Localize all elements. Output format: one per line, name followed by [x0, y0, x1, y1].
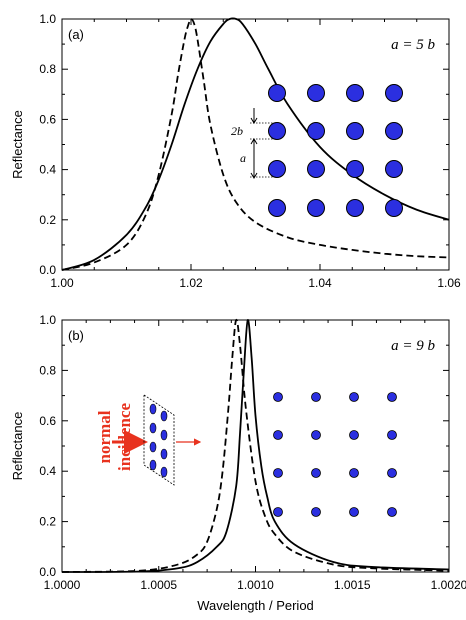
x-tick-label: 1.00 — [50, 276, 74, 290]
slab-rod — [149, 422, 157, 434]
lattice-dot — [273, 468, 283, 478]
panel-a-curves — [61, 17, 450, 271]
lattice-dot — [311, 507, 321, 517]
lattice-dot — [349, 430, 359, 440]
dashed-reflectance-curve — [61, 18, 450, 271]
slab-rod — [149, 459, 157, 471]
solid-reflectance-curve — [61, 17, 450, 271]
lattice-dot — [385, 160, 403, 178]
lattice-dot — [307, 160, 325, 178]
lattice-dot — [273, 507, 283, 517]
lattice-dot — [273, 392, 283, 402]
panel-a-y-axis-label: Reflectance — [10, 110, 25, 179]
lattice-dot — [346, 122, 364, 140]
x-tick-label: 1.0000 — [44, 578, 81, 592]
lattice-dot — [385, 84, 403, 102]
dimension-arrowhead — [250, 117, 258, 124]
lattice-dot — [307, 84, 325, 102]
y-tick-label: 1.0 — [39, 12, 56, 26]
lattice-dot — [268, 160, 286, 178]
panel-b-y-axis-label: Reflectance — [10, 412, 25, 481]
lattice-dot — [346, 199, 364, 217]
lattice-dot — [307, 122, 325, 140]
x-tick-label: 1.0015 — [334, 578, 371, 592]
incidence-label-line2: incidence — [115, 403, 134, 471]
lattice-dot — [387, 392, 397, 402]
incidence-label-line1: normal — [95, 410, 114, 463]
panel-a-lattice-inset: 2b a — [231, 84, 403, 217]
lattice-dot — [311, 430, 321, 440]
y-tick-label: 0.2 — [39, 213, 56, 227]
slab-rod — [160, 429, 168, 441]
panel-a-label: (a) — [68, 27, 84, 42]
slab-rod — [160, 410, 168, 422]
y-tick-label: 0.6 — [39, 112, 56, 126]
lattice-dot — [385, 199, 403, 217]
y-tick-label: 0.8 — [39, 62, 56, 76]
y-tick-label: 0.4 — [39, 464, 56, 478]
panel-a-frame — [61, 18, 450, 271]
x-tick-label: 1.04 — [308, 276, 332, 290]
panel-a-ticks: 1.00 1.02 1.04 1.06 0.0 0.2 0.4 0.6 0.8 1.0 — [39, 12, 461, 290]
normal-incidence-illustration: normal incidence — [95, 394, 202, 486]
slab-outline — [143, 394, 175, 486]
panel-b-ticks: 1.0000 1.0005 1.0010 1.0015 1.0020 0.0 0.2 0.4 0… — [39, 313, 466, 592]
spacing-label-a: a — [240, 151, 246, 165]
lattice-dot — [346, 84, 364, 102]
lattice-dot — [311, 392, 321, 402]
panel-a: 1.00 1.02 1.04 1.06 0.0 0.2 0.4 0.6 0.8 1.0 (a) a… — [10, 12, 461, 290]
panel-b-annotation: a = 9 b — [391, 338, 435, 354]
y-tick-label: 0.6 — [39, 414, 56, 428]
panel-b-x-axis-label: Wavelength / Period — [197, 598, 314, 613]
lattice-dot — [273, 430, 283, 440]
lattice-dot — [268, 84, 286, 102]
panel-b-curves — [61, 318, 450, 573]
spacing-label-2b: 2b — [231, 124, 243, 138]
lattice-dot — [307, 199, 325, 217]
y-tick-label: 1.0 — [39, 313, 56, 327]
solid-reflectance-curve — [61, 319, 450, 573]
y-tick-label: 0.4 — [39, 163, 56, 177]
y-tick-label: 0.8 — [39, 363, 56, 377]
lattice-dot — [349, 392, 359, 402]
lattice-dot — [311, 468, 321, 478]
panel-b: 1.0000 1.0005 1.0010 1.0015 1.0020 0.0 0.2 0.4 0… — [10, 313, 466, 613]
y-tick-label: 0.2 — [39, 515, 56, 529]
dimension-arrowhead — [250, 172, 258, 179]
slab-rod — [149, 403, 157, 415]
x-tick-label: 1.0005 — [140, 578, 177, 592]
slab-rod — [160, 466, 168, 478]
lattice-dot — [349, 468, 359, 478]
lattice-dot — [385, 122, 403, 140]
slab-rod — [149, 441, 157, 453]
lattice-dot — [349, 507, 359, 517]
x-tick-label: 1.06 — [437, 276, 461, 290]
y-tick-label: 0.0 — [39, 565, 56, 579]
x-tick-label: 1.02 — [179, 276, 203, 290]
y-tick-label: 0.0 — [39, 263, 56, 277]
lattice-dot — [387, 468, 397, 478]
panel-b-lattice-inset — [273, 392, 397, 517]
lattice-dot — [268, 122, 286, 140]
x-tick-label: 1.0010 — [237, 578, 274, 592]
dashed-reflectance-curve — [61, 318, 450, 573]
lattice-dot — [346, 160, 364, 178]
dimension-arrowhead — [250, 138, 258, 145]
lattice-dot — [268, 199, 286, 217]
slab-rod — [160, 448, 168, 460]
panel-b-label: (b) — [68, 328, 84, 343]
x-tick-label: 1.0020 — [431, 578, 466, 592]
lattice-dot — [387, 430, 397, 440]
lattice-dot — [387, 507, 397, 517]
panel-a-annotation: a = 5 b — [391, 37, 435, 53]
